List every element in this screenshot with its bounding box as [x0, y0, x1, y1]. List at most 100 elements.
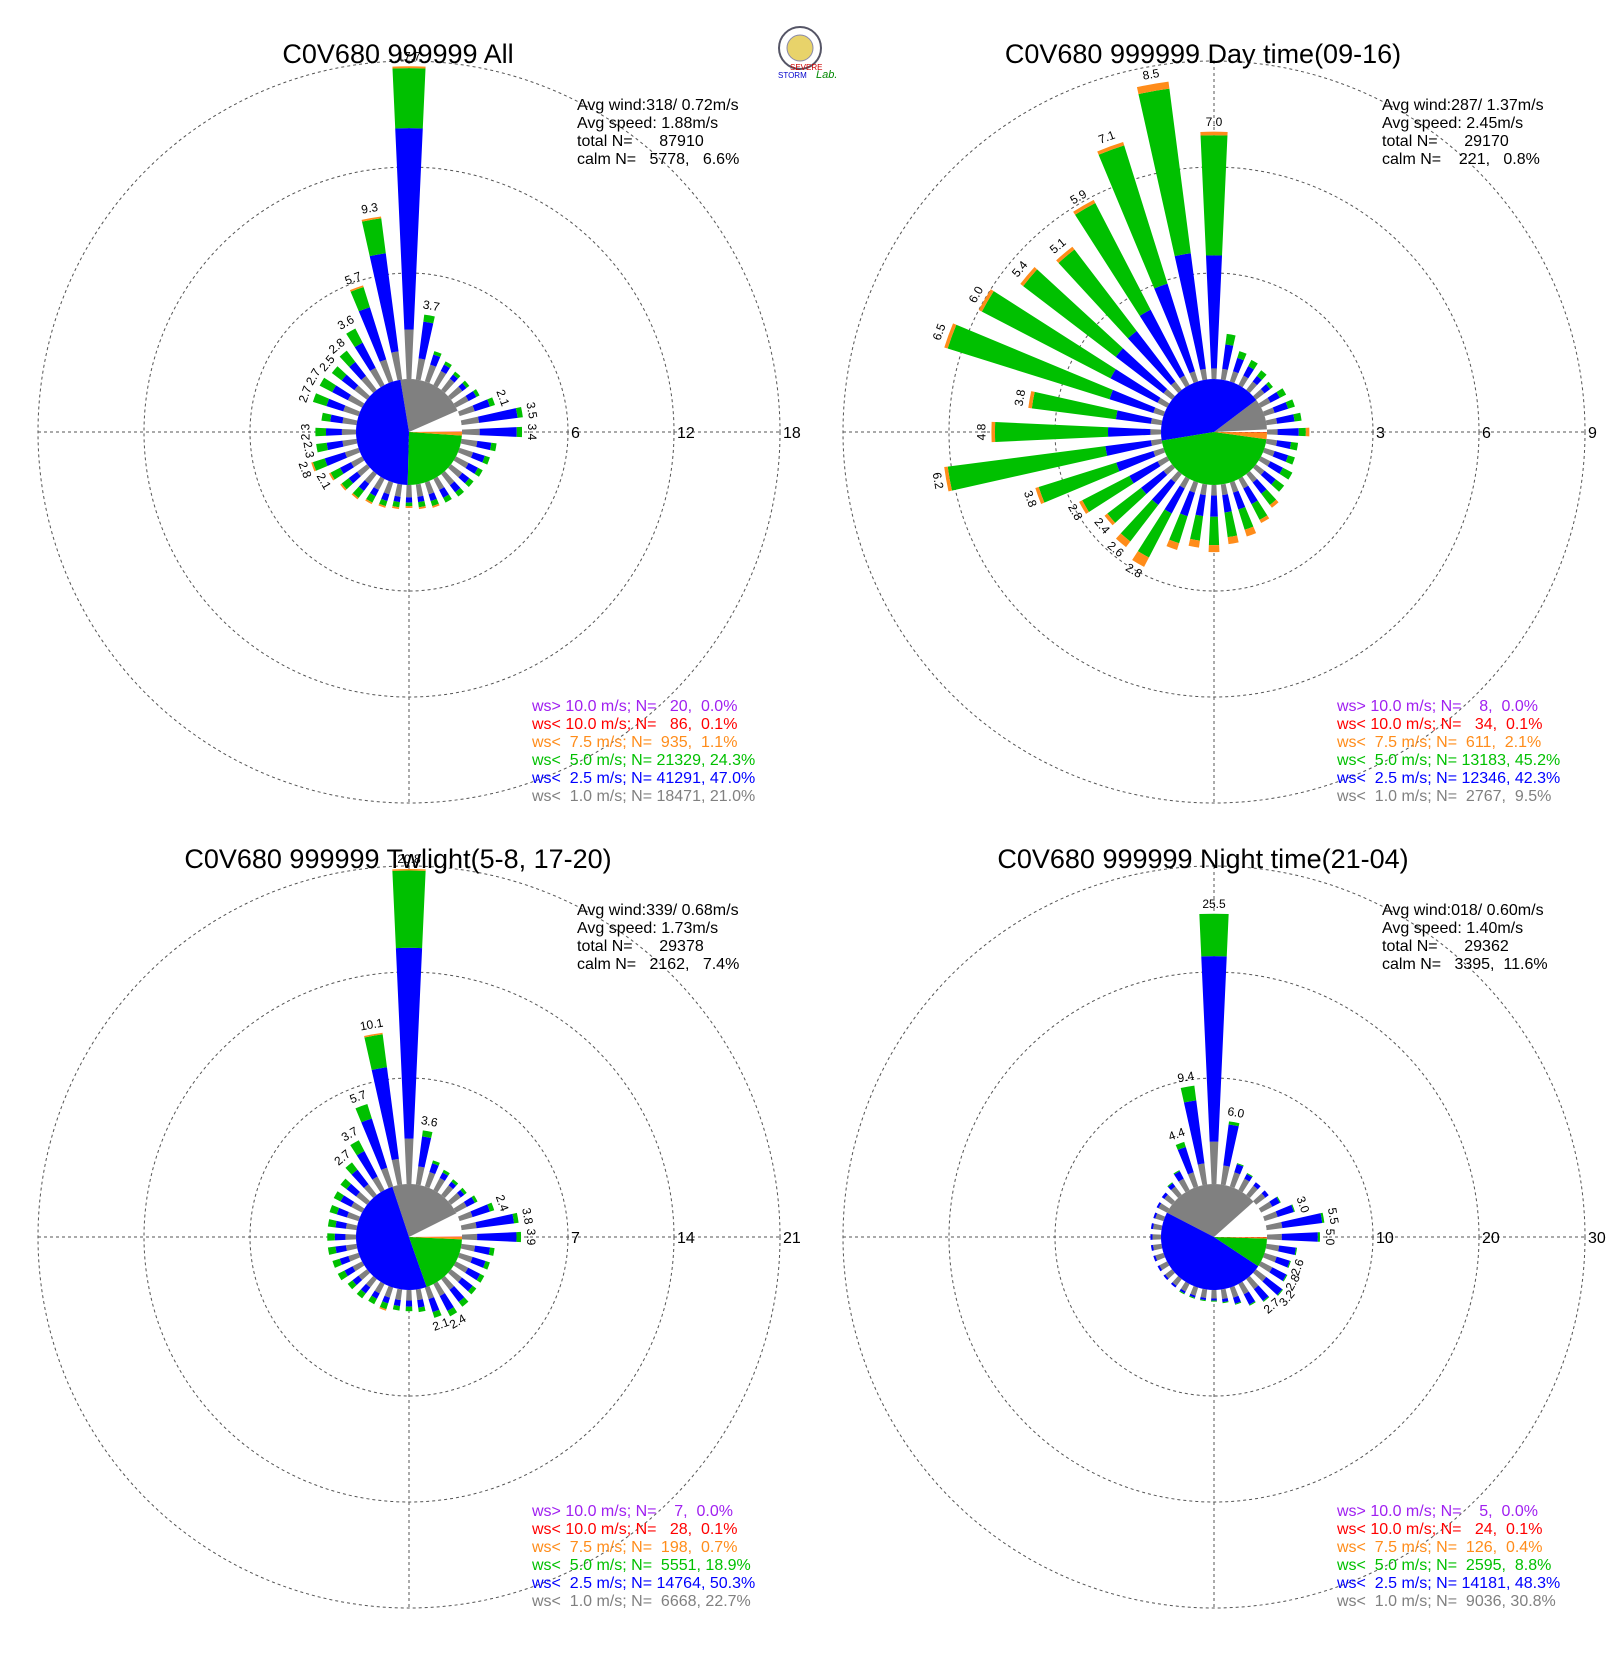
bar-segment [455, 487, 465, 497]
bar-segment [1222, 494, 1232, 513]
pie-slice [1214, 400, 1267, 432]
pie-slice [1161, 379, 1257, 441]
bar-segment [441, 378, 455, 393]
bar-segment [327, 1233, 335, 1241]
bar-segment [1105, 440, 1152, 456]
bar-segment [355, 1104, 372, 1123]
bar-segment [1180, 1085, 1197, 1103]
bar-segment [405, 497, 413, 503]
pie-slice [409, 410, 462, 432]
bar-segment [418, 1306, 426, 1313]
bar-segment [356, 1289, 366, 1299]
stats-line: Avg speed: 1.40m/s [1382, 920, 1523, 937]
bar-segment [356, 1191, 370, 1205]
bar-segment [1234, 1164, 1244, 1175]
bar-segment [1262, 447, 1275, 457]
grid-ring [842, 865, 1586, 1609]
bar-segment [1253, 464, 1265, 476]
bar-segment [352, 1261, 365, 1272]
bar-segment [1248, 359, 1258, 370]
bar-segment [1189, 1293, 1196, 1298]
bar-segment [1165, 1269, 1175, 1279]
bar-segment [1153, 1212, 1158, 1219]
bar-segment [453, 1201, 467, 1213]
bar-segment [448, 1269, 462, 1283]
bar-segment [345, 1162, 358, 1175]
r-tick-label: 9 [1588, 425, 1597, 442]
bar-segment [1227, 535, 1239, 545]
bar-segment [1265, 1221, 1283, 1231]
bar-segment [1229, 480, 1239, 493]
logo-text: SEVERE [790, 63, 822, 72]
bar-total-label: 6.2 [930, 471, 947, 490]
bar-segment [345, 1234, 357, 1240]
bar-segment [460, 1243, 476, 1252]
bar-segment [358, 307, 387, 362]
bar-segment [1056, 246, 1075, 263]
bar-segment [1265, 438, 1278, 446]
bar-segment [1079, 500, 1089, 514]
bar-segment [1082, 475, 1134, 512]
bar-segment [339, 1256, 351, 1265]
bar-segment [1158, 1203, 1170, 1213]
bar-segment [341, 428, 357, 436]
bar-total-label: 3.6 [420, 1113, 439, 1130]
bar-segment [465, 1267, 481, 1281]
bar-segment [1238, 1281, 1249, 1295]
bar-segment [384, 1285, 394, 1298]
bar-segment [1220, 368, 1228, 381]
bar-segment [487, 1202, 495, 1212]
bar-segment [1271, 479, 1285, 492]
stats-line: Avg wind:339/ 0.68m/s [577, 902, 739, 919]
bar-segment [1164, 1194, 1175, 1205]
bar-segment [1138, 88, 1191, 257]
bar-segment [1166, 539, 1180, 551]
bar-segment [345, 1223, 358, 1231]
bar-segment [406, 1289, 412, 1301]
bar-segment [1190, 514, 1204, 541]
bar-segment [405, 502, 413, 507]
bar-segment [470, 452, 485, 463]
bar-total-label: 7.1 [1096, 128, 1117, 147]
bar-segment [1163, 464, 1175, 476]
bar-segment [1174, 253, 1206, 370]
bar-segment [351, 493, 359, 500]
bar-segment [1265, 1243, 1280, 1252]
bar-segment [1153, 407, 1166, 417]
bar-segment [947, 446, 1108, 491]
legend-entry: ws< 2.5 m/s; N= 14764, 50.3% [531, 1575, 755, 1592]
bar-segment [1164, 485, 1185, 514]
bar-segment [424, 364, 437, 384]
bar-segment [418, 321, 434, 360]
bar-segment [1260, 470, 1276, 485]
bar-segment [488, 1247, 495, 1256]
bar-segment [1153, 1243, 1163, 1251]
bar-segment [1211, 1298, 1217, 1301]
bar-segment [393, 1299, 401, 1307]
bar-segment [356, 1150, 378, 1180]
bar-segment [1139, 309, 1185, 379]
legend-entry: ws< 10.0 m/s; N= 86, 0.1% [531, 716, 737, 733]
pie-slice [407, 432, 462, 486]
stats-line: Avg wind:318/ 0.72m/s [577, 97, 739, 114]
bar-segment [441, 471, 455, 486]
bar-segment [1259, 515, 1270, 523]
bar-segment [477, 1232, 517, 1242]
bar-segment [415, 1288, 423, 1301]
bar-segment [1233, 357, 1244, 374]
bar-segment [460, 438, 478, 448]
bar-segment [487, 397, 495, 407]
bar-segment [1075, 203, 1151, 316]
bar-segment [432, 503, 440, 508]
bar-segment [1157, 397, 1170, 408]
bar-segment [348, 1252, 361, 1262]
bar-segment [1153, 1223, 1163, 1231]
bar-segment [1199, 1299, 1206, 1302]
r-tick-label: 21 [783, 1230, 801, 1247]
bar-segment [1233, 490, 1246, 510]
bar-segment [369, 487, 379, 497]
bar-segment [334, 1233, 346, 1241]
bar-segment [470, 1256, 486, 1268]
bar-segment [1228, 1121, 1240, 1127]
bar-segment [1179, 375, 1190, 388]
